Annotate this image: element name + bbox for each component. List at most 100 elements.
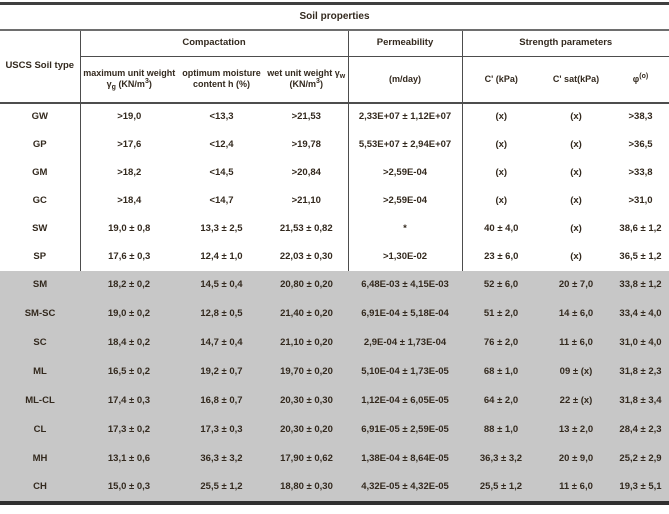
cell-phi: >38,3: [612, 102, 669, 131]
cell-type: SM-SC: [0, 299, 80, 329]
cell-permeability: 1,12E-04 ± 6,05E-05: [348, 386, 462, 416]
cell-moisture: <14,7: [178, 186, 265, 215]
cell-phi: >36,5: [612, 130, 669, 159]
cell-max-unit: 19,0 ± 0,8: [80, 214, 178, 243]
cell-wet-unit: 17,90 ± 0,62: [265, 444, 348, 474]
table-row: GW >19,0 <13,3 >21,53 2,33E+07 ± 1,12E+07 (x)…: [0, 102, 669, 131]
cell-c: 76 ± 2,0: [462, 328, 540, 358]
cell-wet-unit: >21,53: [265, 102, 349, 131]
cell-max-unit: 16,5 ± 0,2: [80, 357, 178, 387]
cell-c-sat: 14 ± 6,0: [540, 299, 612, 329]
cell-phi: 31,0 ± 4,0: [612, 328, 669, 358]
cell-c-sat: (x): [540, 242, 612, 271]
cell-wet-unit: >21,10: [265, 186, 349, 215]
cell-max-unit: 13,1 ± 0,6: [80, 444, 178, 474]
column-header-optimum-moisture: optimum moisture content h (%): [178, 56, 265, 104]
table-row: SM 18,2 ± 0,2 14,5 ± 0,4 20,80 ± 0,20 6,48E-…: [0, 270, 669, 300]
group-header-row: USCS Soil type Compactation Permeability…: [0, 29, 669, 104]
cell-c-sat: (x): [540, 214, 612, 243]
cell-c: 23 ± 6,0: [462, 242, 540, 271]
cell-phi: >31,0: [612, 186, 669, 215]
cell-max-unit: 17,6 ± 0,3: [80, 242, 178, 271]
cell-max-unit: 18,2 ± 0,2: [80, 270, 178, 300]
cell-max-unit: >18,2: [80, 158, 178, 187]
cell-c-sat: 13 ± 2,0: [540, 415, 612, 445]
table-body: GW >19,0 <13,3 >21,53 2,33E+07 ± 1,12E+07 (x)…: [0, 102, 669, 503]
table-row: GP >17,6 <12,4 >19,78 5,53E+07 ± 2,94E+07 (x)…: [0, 130, 669, 159]
cell-phi: 31,8 ± 2,3: [612, 357, 669, 387]
cell-permeability: 2,33E+07 ± 1,12E+07: [348, 102, 463, 131]
cell-max-unit: 18,4 ± 0,2: [80, 328, 178, 358]
cell-c-sat: (x): [540, 186, 612, 215]
cell-c-sat: (x): [540, 158, 612, 187]
cell-phi: 25,2 ± 2,9: [612, 444, 669, 474]
table-row: CL 17,3 ± 0,2 17,3 ± 0,3 20,30 ± 0,20 6,91E-…: [0, 415, 669, 445]
column-header-c: C' (kPa): [462, 56, 540, 104]
table-row: MH 13,1 ± 0,6 36,3 ± 3,2 17,90 ± 0,62 1,38E-…: [0, 444, 669, 474]
cell-c-sat: (x): [540, 130, 612, 159]
cell-wet-unit: 21,40 ± 0,20: [265, 299, 348, 329]
cell-moisture: 14,7 ± 0,4: [178, 328, 265, 358]
cell-c: 25,5 ± 1,2: [462, 473, 540, 503]
cell-c-sat: 11 ± 6,0: [540, 328, 612, 358]
cell-permeability: >2,59E-04: [348, 158, 463, 187]
cell-wet-unit: 22,03 ± 0,30: [265, 242, 349, 271]
group-header-permeability: Permeability: [348, 29, 463, 57]
cell-permeability: 6,48E-03 ± 4,15E-03: [348, 270, 462, 300]
cell-max-unit: 19,0 ± 0,2: [80, 299, 178, 329]
cell-c: 68 ± 1,0: [462, 357, 540, 387]
column-header-max-unit-weight: maximum unit weight γg (KN/m3): [80, 56, 178, 104]
cell-permeability: >2,59E-04: [348, 186, 463, 215]
table-row: GC >18,4 <14,7 >21,10 >2,59E-04 (x) (x) >31,0: [0, 186, 669, 215]
cell-moisture: <12,4: [178, 130, 265, 159]
title-row: Soil properties: [0, 3, 669, 31]
cell-type: SC: [0, 328, 80, 358]
column-header-permeability-unit: (m/day): [348, 56, 463, 104]
cell-wet-unit: >19,78: [265, 130, 349, 159]
table-row: CH 15,0 ± 0,3 25,5 ± 1,2 18,80 ± 0,30 4,32E-…: [0, 473, 669, 503]
cell-moisture: 19,2 ± 0,7: [178, 357, 265, 387]
cell-moisture: 16,8 ± 0,7: [178, 386, 265, 416]
cell-moisture: 12,4 ± 1,0: [178, 242, 265, 271]
table-header: Soil properties USCS Soil type Compactat…: [0, 3, 669, 104]
cell-moisture: 17,3 ± 0,3: [178, 415, 265, 445]
cell-moisture: 25,5 ± 1,2: [178, 473, 265, 503]
cell-moisture: 36,3 ± 3,2: [178, 444, 265, 474]
cell-phi: 19,3 ± 5,1: [612, 473, 669, 503]
table-row: ML 16,5 ± 0,2 19,2 ± 0,7 19,70 ± 0,20 5,10E-…: [0, 357, 669, 387]
cell-permeability: 5,10E-04 ± 1,73E-05: [348, 357, 462, 387]
cell-c-sat: 20 ± 9,0: [540, 444, 612, 474]
group-header-strength: Strength parameters: [462, 29, 669, 57]
cell-c-sat: (x): [540, 102, 612, 131]
cell-wet-unit: 20,30 ± 0,20: [265, 415, 348, 445]
cell-c: (x): [462, 186, 540, 215]
cell-moisture: <14,5: [178, 158, 265, 187]
cell-phi: 33,8 ± 1,2: [612, 270, 669, 300]
cell-moisture: 14,5 ± 0,4: [178, 270, 265, 300]
cell-type: SM: [0, 270, 80, 300]
table-row: SP 17,6 ± 0,3 12,4 ± 1,0 22,03 ± 0,30 >1,30E…: [0, 242, 669, 271]
column-header-soil-type: USCS Soil type: [0, 29, 81, 104]
cell-moisture: <13,3: [178, 102, 265, 131]
cell-permeability: 4,32E-05 ± 4,32E-05: [348, 473, 462, 503]
cell-max-unit: >17,6: [80, 130, 178, 159]
sub-header-row: maximum unit weight γg (KN/m3) optimum m…: [0, 56, 669, 104]
cell-permeability: 1,38E-04 ± 8,64E-05: [348, 444, 462, 474]
cell-wet-unit: 21,53 ± 0,82: [265, 214, 349, 243]
group-header-compaction: Compactation: [80, 29, 349, 57]
cell-type: CH: [0, 473, 80, 503]
cell-c: 52 ± 6,0: [462, 270, 540, 300]
cell-c: 36,3 ± 3,2: [462, 444, 540, 474]
cell-permeability: 6,91E-05 ± 2,59E-05: [348, 415, 462, 445]
cell-c-sat: 20 ± 7,0: [540, 270, 612, 300]
cell-type: GP: [0, 130, 81, 159]
table-row: ML-CL 17,4 ± 0,3 16,8 ± 0,7 20,30 ± 0,30 1,1…: [0, 386, 669, 416]
table-row: GM >18,2 <14,5 >20,84 >2,59E-04 (x) (x) >33,8: [0, 158, 669, 187]
soil-properties-table: Soil properties USCS Soil type Compactat…: [0, 2, 669, 505]
cell-c: (x): [462, 130, 540, 159]
column-header-phi: φ(o): [612, 56, 669, 104]
cell-wet-unit: 20,30 ± 0,30: [265, 386, 348, 416]
cell-type: GC: [0, 186, 81, 215]
column-header-wet-unit-weight: wet unit weight γw (KN/m3): [265, 56, 349, 104]
